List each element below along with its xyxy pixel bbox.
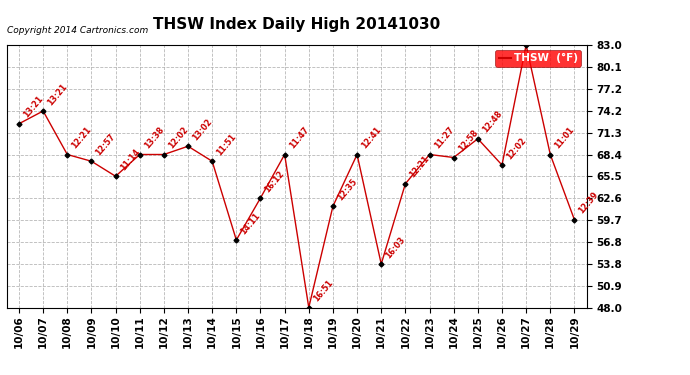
Text: 12:58: 12:58 xyxy=(457,128,480,153)
Text: 11:47: 11:47 xyxy=(288,125,310,150)
Text: 12:02: 12:02 xyxy=(167,125,190,150)
Text: 11:27: 11:27 xyxy=(433,125,455,150)
Text: 12:39: 12:39 xyxy=(578,190,600,216)
Legend: THSW  (°F): THSW (°F) xyxy=(495,50,581,66)
Text: 16:51: 16:51 xyxy=(312,278,335,303)
Text: 16:12: 16:12 xyxy=(264,169,286,194)
Text: 11:14: 11:14 xyxy=(119,147,141,172)
Text: 12:57: 12:57 xyxy=(95,132,117,157)
Text: 14:11: 14:11 xyxy=(239,211,262,236)
Text: 12:21: 12:21 xyxy=(70,125,93,150)
Text: 11:51: 11:51 xyxy=(215,132,238,157)
Text: 13:02: 13:02 xyxy=(191,117,214,142)
Text: 13:38: 13:38 xyxy=(143,125,166,150)
Text: 12:21: 12:21 xyxy=(408,154,431,180)
Text: 12:35: 12:35 xyxy=(336,177,359,202)
Text: 16:03: 16:03 xyxy=(384,235,407,260)
Text: 11:01: 11:01 xyxy=(553,125,576,150)
Text: 12:02: 12:02 xyxy=(505,135,528,161)
Text: 12:48: 12:48 xyxy=(481,109,504,135)
Text: 12:41: 12:41 xyxy=(360,125,383,150)
Text: THSW Index Daily High 20141030: THSW Index Daily High 20141030 xyxy=(153,17,440,32)
Text: Copyright 2014 Cartronics.com: Copyright 2014 Cartronics.com xyxy=(7,26,148,35)
Text: 13:21: 13:21 xyxy=(46,82,69,107)
Text: 13:21: 13:21 xyxy=(22,94,45,120)
